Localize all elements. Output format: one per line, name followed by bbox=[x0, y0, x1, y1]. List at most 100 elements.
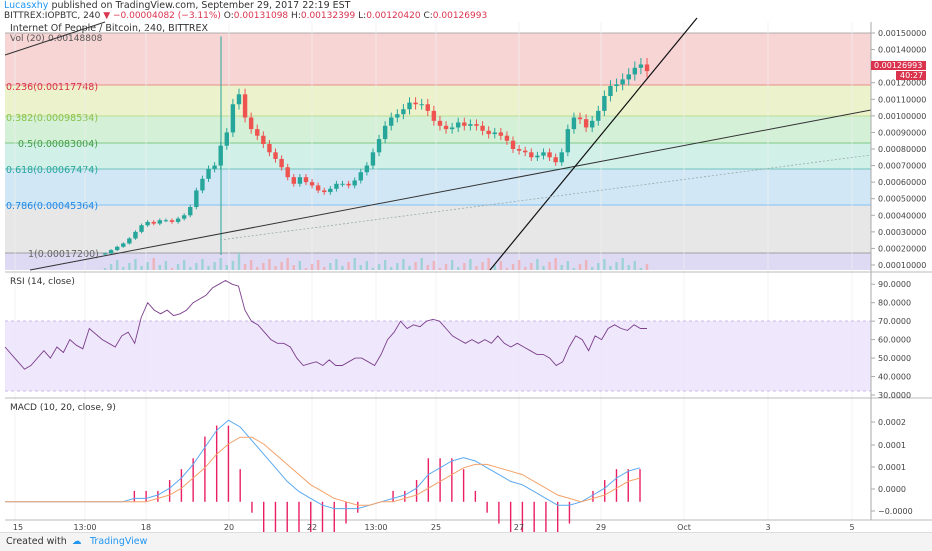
volume-bar bbox=[426, 265, 429, 270]
time-tick: 22 bbox=[307, 523, 317, 532]
chart-area[interactable]: 0.236(0.00117748) 0.382(0.00098534) 0.5(… bbox=[0, 0, 932, 532]
volume-bar bbox=[402, 259, 405, 270]
volume-bar bbox=[158, 265, 162, 270]
trendline-long[interactable] bbox=[29, 109, 872, 271]
rsi-pane[interactable]: RSI (14, close) 90.0000 80.0000 70.0000 60.… bbox=[4, 272, 911, 400]
price-tick: 0.00020000 bbox=[878, 244, 926, 253]
rsi-line bbox=[4, 279, 647, 370]
volume-bar bbox=[584, 260, 588, 270]
candle-body bbox=[297, 177, 303, 184]
time-tick: 29 bbox=[596, 523, 606, 532]
volume-bar bbox=[536, 259, 539, 270]
fib-label-05: 0.5(0.00083004) bbox=[18, 139, 98, 150]
candle-body bbox=[456, 122, 461, 128]
candle-body bbox=[322, 190, 327, 193]
volume-bar bbox=[390, 267, 393, 270]
candle-body bbox=[541, 152, 546, 156]
volume-bar bbox=[213, 262, 216, 270]
volume-bar bbox=[164, 261, 168, 270]
candle-body bbox=[224, 132, 229, 146]
time-tick: 20 bbox=[224, 523, 234, 532]
trendlines[interactable] bbox=[4, 17, 872, 271]
candle-body bbox=[261, 135, 266, 145]
volume-bar bbox=[365, 261, 369, 270]
volume-bar bbox=[237, 253, 241, 270]
volume-bar bbox=[633, 261, 637, 270]
volume-bar bbox=[450, 260, 454, 270]
volume-bar bbox=[615, 262, 618, 270]
high-value: 0.00132399 bbox=[300, 11, 356, 21]
candle-body bbox=[468, 124, 473, 126]
author-link[interactable]: Lucasxhy bbox=[4, 0, 49, 11]
volume-bar bbox=[408, 266, 411, 270]
trendline-top-left[interactable] bbox=[4, 21, 106, 56]
volume-bar bbox=[128, 263, 131, 270]
candle-body bbox=[547, 152, 552, 158]
signal-line bbox=[5, 436, 641, 506]
countdown-tag bbox=[896, 71, 926, 80]
volume-bar bbox=[103, 268, 107, 270]
candle-body bbox=[559, 152, 564, 163]
volume-bar bbox=[530, 263, 533, 270]
high-label: H: bbox=[291, 11, 301, 21]
candle-body bbox=[303, 177, 309, 183]
candle-body bbox=[230, 104, 236, 133]
volume-bar bbox=[170, 268, 174, 270]
volume-bar bbox=[524, 267, 527, 270]
candlesticks bbox=[102, 36, 650, 256]
macd-title: MACD (10, 20, close, 9) bbox=[10, 403, 116, 413]
volume-bar bbox=[493, 265, 496, 270]
candle-body bbox=[608, 86, 613, 96]
trendline-steep[interactable] bbox=[489, 17, 698, 271]
volume-bar bbox=[432, 261, 436, 270]
volume-bar bbox=[475, 266, 478, 270]
change-value: ▼ −0.00004082 (−3.11%) bbox=[103, 11, 221, 21]
time-tick: 27 bbox=[514, 523, 524, 532]
volume-bar bbox=[262, 263, 265, 270]
candle-body bbox=[157, 220, 163, 224]
volume-bar bbox=[146, 262, 149, 270]
time-axis[interactable]: 15 13:00 18 20 22 13:00 25 27 29 Oct 3 5 bbox=[13, 523, 855, 532]
price-axis[interactable]: 0.001500000.001400000.001300000.00120000… bbox=[870, 22, 926, 272]
volume-bar bbox=[140, 266, 143, 270]
price-tick: 0.00070000 bbox=[878, 162, 926, 171]
macd-pane[interactable]: MACD (10, 20, close, 9) 0.00020.00010.00… bbox=[5, 398, 913, 532]
candle-body bbox=[529, 152, 534, 158]
trendline-dotted[interactable] bbox=[219, 154, 872, 241]
candle-body bbox=[449, 127, 455, 130]
candle-body bbox=[309, 182, 315, 186]
volume-bar bbox=[487, 258, 490, 270]
volume-bar bbox=[182, 260, 186, 270]
volume-bar bbox=[469, 259, 472, 270]
price-tag bbox=[871, 61, 926, 70]
rsi-tick: 90.0000 bbox=[878, 280, 911, 289]
volume-bar bbox=[310, 264, 314, 270]
volume-bar bbox=[627, 265, 630, 270]
candle-body bbox=[431, 110, 437, 121]
candle-body bbox=[492, 132, 497, 135]
rsi-tick: 70.0000 bbox=[878, 317, 911, 326]
volume-bar bbox=[359, 265, 362, 270]
volume-bar bbox=[152, 258, 155, 270]
tradingview-brand[interactable]: TradingView bbox=[90, 536, 148, 547]
close-value: 0.00126993 bbox=[432, 11, 488, 21]
candle-body bbox=[242, 94, 248, 118]
candle-body bbox=[169, 220, 175, 222]
candle-body bbox=[212, 165, 217, 169]
volume-bar bbox=[134, 259, 137, 270]
candle-body bbox=[638, 64, 644, 68]
volume-bar bbox=[444, 264, 448, 270]
volume-bar bbox=[481, 262, 484, 270]
candle-body bbox=[127, 238, 132, 244]
time-tick: 25 bbox=[431, 523, 441, 532]
candle-body bbox=[583, 119, 589, 128]
open-value: 0.00131098 bbox=[233, 11, 289, 21]
candle-body bbox=[382, 125, 388, 140]
time-tick: 5 bbox=[849, 523, 854, 532]
volume-bar bbox=[603, 259, 606, 270]
price-tick: 0.00120000 bbox=[878, 79, 926, 88]
candle-body bbox=[145, 221, 150, 226]
candle-body bbox=[200, 178, 205, 191]
candle-body bbox=[626, 74, 631, 80]
volume-bar bbox=[548, 262, 551, 270]
